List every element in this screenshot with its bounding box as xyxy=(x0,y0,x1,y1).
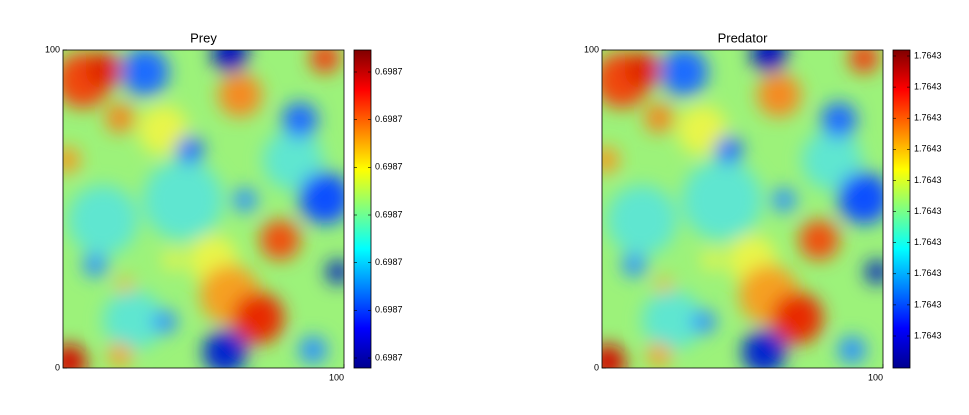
colorbar-tick-label: 1.7643 xyxy=(914,206,942,216)
colorbar-tick-label: 0.6987 xyxy=(375,352,403,362)
colorbar-tick-label: 0.6987 xyxy=(375,257,403,267)
chart-title: Prey xyxy=(190,30,217,45)
colorbar-tick-label: 0.6987 xyxy=(375,305,403,315)
heatmap-field xyxy=(590,36,890,380)
axes-frame xyxy=(601,49,884,369)
colorbar-tick-label: 1.7643 xyxy=(914,330,942,340)
axes-frame xyxy=(62,49,345,369)
colorbar-tick-label: 1.7643 xyxy=(914,81,942,91)
heatmap-image xyxy=(51,36,351,380)
colorbar-tick-label: 1.7643 xyxy=(914,113,942,123)
colorbar-tick-label: 0.6987 xyxy=(375,162,403,172)
chart-title: Predator xyxy=(718,30,769,45)
y-tick-label: 100 xyxy=(584,44,599,54)
colorbar-tick-label: 1.7643 xyxy=(914,299,942,309)
colorbar-tick-label: 1.7643 xyxy=(914,144,942,154)
colorbar-tick-label: 1.7643 xyxy=(914,175,942,185)
y-tick-label: 0 xyxy=(55,362,60,372)
colorbar-tick-label: 1.7643 xyxy=(914,237,942,247)
colorbar-tick-label: 0.6987 xyxy=(375,66,403,76)
x-tick-label: 100 xyxy=(329,372,344,382)
colorbar-tick-label: 0.6987 xyxy=(375,209,403,219)
colorbar-tick-label: 1.7643 xyxy=(914,50,942,60)
colorbar-tick-label: 0.6987 xyxy=(375,114,403,124)
y-tick-label: 100 xyxy=(45,44,60,54)
colorbar xyxy=(353,49,372,369)
x-tick-label: 100 xyxy=(868,372,883,382)
colorbar xyxy=(892,49,911,369)
colorbar-tick-label: 1.7643 xyxy=(914,268,942,278)
heatmap-field xyxy=(51,36,351,380)
heatmap-image xyxy=(590,36,890,380)
y-tick-label: 0 xyxy=(594,362,599,372)
